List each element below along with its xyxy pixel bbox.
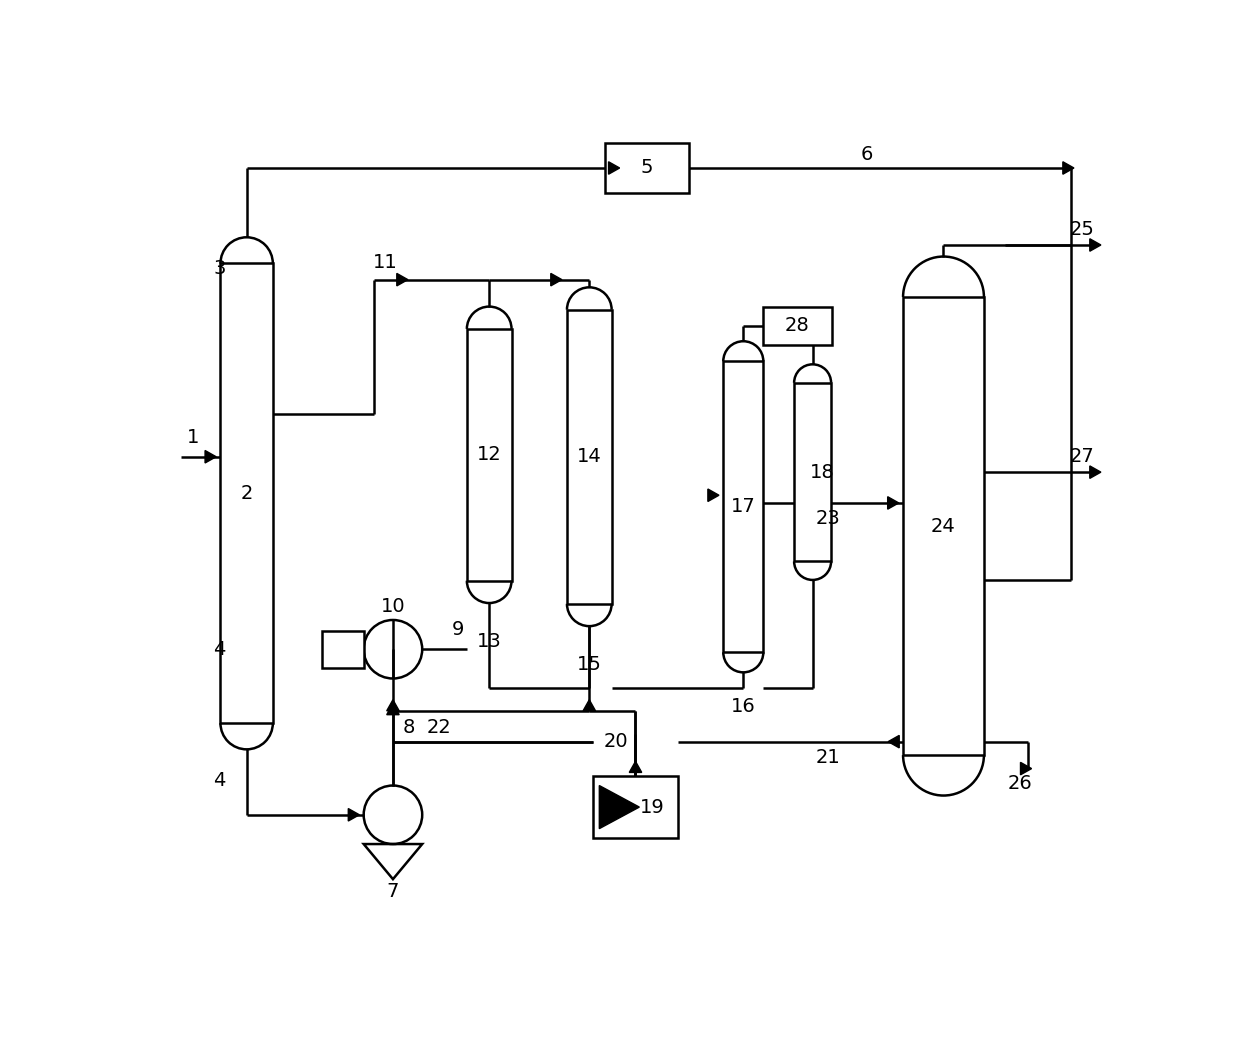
Text: 14: 14 — [577, 447, 601, 466]
Text: 13: 13 — [477, 632, 501, 651]
Bar — [605, 143, 689, 193]
Text: 24: 24 — [931, 516, 956, 535]
Bar — [723, 361, 764, 652]
Polygon shape — [1021, 762, 1032, 775]
Text: 9: 9 — [453, 621, 465, 640]
Polygon shape — [387, 699, 399, 711]
Text: 6: 6 — [861, 144, 873, 163]
Bar — [467, 329, 512, 581]
Text: 27: 27 — [1070, 447, 1095, 466]
Bar — [903, 297, 983, 755]
Text: 5: 5 — [641, 158, 653, 178]
Text: 1: 1 — [186, 428, 198, 447]
Text: 10: 10 — [381, 598, 405, 617]
Polygon shape — [629, 761, 642, 773]
Bar — [567, 310, 611, 604]
Text: 26: 26 — [1008, 775, 1033, 794]
Bar — [321, 630, 365, 668]
Text: 19: 19 — [640, 798, 665, 817]
Polygon shape — [599, 785, 640, 828]
Polygon shape — [708, 489, 719, 502]
Polygon shape — [205, 450, 216, 463]
Text: 4: 4 — [213, 640, 226, 659]
Text: 21: 21 — [816, 748, 841, 766]
Polygon shape — [1090, 466, 1101, 478]
Text: 17: 17 — [730, 497, 755, 516]
Text: 22: 22 — [427, 718, 451, 737]
Text: 20: 20 — [604, 732, 629, 751]
Text: 12: 12 — [477, 445, 501, 464]
Polygon shape — [387, 704, 399, 715]
Bar — [763, 307, 832, 346]
Text: 16: 16 — [730, 697, 755, 716]
Text: 28: 28 — [785, 316, 810, 335]
Polygon shape — [609, 161, 620, 174]
Polygon shape — [888, 735, 899, 748]
Text: 4: 4 — [213, 771, 226, 789]
Polygon shape — [397, 273, 408, 286]
Polygon shape — [583, 699, 595, 711]
Polygon shape — [348, 808, 360, 821]
Text: 25: 25 — [1070, 220, 1095, 239]
Polygon shape — [551, 273, 562, 286]
Polygon shape — [1063, 161, 1074, 174]
Bar — [794, 383, 831, 561]
Bar — [221, 264, 273, 723]
Text: 3: 3 — [213, 259, 226, 277]
Polygon shape — [1090, 239, 1101, 251]
Text: 18: 18 — [810, 463, 835, 482]
Text: 23: 23 — [816, 509, 841, 528]
Text: 15: 15 — [577, 655, 601, 674]
Text: 11: 11 — [373, 253, 398, 272]
Bar — [593, 776, 678, 838]
Text: 2: 2 — [241, 484, 253, 503]
Text: 8: 8 — [402, 718, 414, 737]
Text: 7: 7 — [387, 883, 399, 901]
Polygon shape — [888, 496, 899, 509]
